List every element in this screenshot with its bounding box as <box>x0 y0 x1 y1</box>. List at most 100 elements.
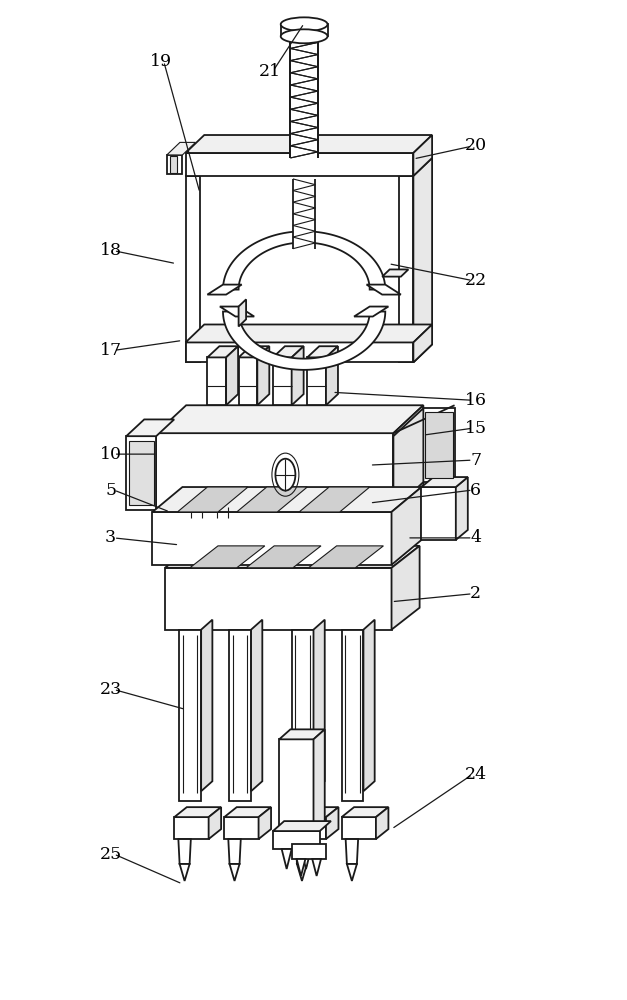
Text: 16: 16 <box>465 392 487 409</box>
Polygon shape <box>179 864 189 881</box>
Polygon shape <box>229 630 251 801</box>
Polygon shape <box>239 346 270 357</box>
Polygon shape <box>239 299 246 326</box>
Polygon shape <box>224 807 271 817</box>
Polygon shape <box>186 342 413 362</box>
Polygon shape <box>237 487 307 512</box>
Polygon shape <box>126 419 174 436</box>
Polygon shape <box>165 546 419 568</box>
Polygon shape <box>257 346 270 405</box>
Polygon shape <box>156 405 423 433</box>
Polygon shape <box>301 849 311 869</box>
Polygon shape <box>258 807 271 839</box>
Text: 22: 22 <box>465 272 487 289</box>
Polygon shape <box>165 568 391 630</box>
Text: 2: 2 <box>470 585 482 602</box>
Polygon shape <box>246 546 321 568</box>
Polygon shape <box>129 441 154 505</box>
Text: 15: 15 <box>465 420 487 437</box>
Polygon shape <box>224 817 258 839</box>
Polygon shape <box>186 176 200 362</box>
Text: 24: 24 <box>465 766 487 783</box>
Text: 18: 18 <box>100 242 122 259</box>
Polygon shape <box>223 231 385 290</box>
Polygon shape <box>382 269 408 277</box>
Polygon shape <box>190 546 265 568</box>
Polygon shape <box>342 630 364 801</box>
Polygon shape <box>293 179 315 249</box>
Text: 17: 17 <box>100 342 122 359</box>
Polygon shape <box>273 831 320 849</box>
Polygon shape <box>167 155 182 174</box>
Polygon shape <box>273 346 303 357</box>
Polygon shape <box>292 807 339 817</box>
Polygon shape <box>399 176 413 362</box>
Polygon shape <box>174 817 209 839</box>
Polygon shape <box>393 405 455 433</box>
Polygon shape <box>186 153 413 176</box>
Polygon shape <box>391 546 419 630</box>
Circle shape <box>275 459 295 491</box>
Text: 20: 20 <box>465 137 487 154</box>
Polygon shape <box>167 142 196 155</box>
Polygon shape <box>228 839 241 864</box>
Text: 10: 10 <box>100 446 122 463</box>
Polygon shape <box>421 477 468 487</box>
Text: 5: 5 <box>105 482 116 499</box>
Polygon shape <box>354 307 388 317</box>
Polygon shape <box>413 158 432 362</box>
Polygon shape <box>307 357 326 405</box>
Polygon shape <box>308 546 384 568</box>
Polygon shape <box>223 312 385 370</box>
Polygon shape <box>279 739 314 831</box>
Polygon shape <box>413 135 432 176</box>
Polygon shape <box>174 807 221 817</box>
Text: 21: 21 <box>259 63 281 80</box>
Polygon shape <box>296 839 308 864</box>
Polygon shape <box>326 807 339 839</box>
Polygon shape <box>456 477 468 540</box>
Polygon shape <box>292 346 303 405</box>
Polygon shape <box>326 346 338 405</box>
Polygon shape <box>273 357 292 405</box>
Polygon shape <box>279 729 325 739</box>
Polygon shape <box>281 24 327 36</box>
Polygon shape <box>314 620 325 791</box>
Text: 23: 23 <box>100 681 122 698</box>
Polygon shape <box>393 408 423 510</box>
Polygon shape <box>152 487 421 512</box>
Polygon shape <box>297 864 307 881</box>
Text: 7: 7 <box>470 452 482 469</box>
Polygon shape <box>186 135 432 153</box>
Text: 3: 3 <box>105 529 116 546</box>
Polygon shape <box>307 346 338 357</box>
Polygon shape <box>156 433 393 513</box>
Polygon shape <box>170 156 177 173</box>
Polygon shape <box>423 408 455 482</box>
Polygon shape <box>376 807 388 839</box>
Polygon shape <box>421 487 456 540</box>
Polygon shape <box>178 839 191 864</box>
Polygon shape <box>282 849 292 869</box>
Polygon shape <box>312 859 321 876</box>
Polygon shape <box>342 817 376 839</box>
Polygon shape <box>314 729 325 831</box>
Polygon shape <box>220 307 254 317</box>
Polygon shape <box>201 620 213 791</box>
Polygon shape <box>226 346 238 405</box>
Polygon shape <box>342 807 388 817</box>
Text: 25: 25 <box>100 846 122 863</box>
Polygon shape <box>399 158 432 176</box>
Polygon shape <box>126 436 156 510</box>
Polygon shape <box>208 285 242 295</box>
Polygon shape <box>367 285 401 295</box>
Ellipse shape <box>281 17 327 31</box>
Polygon shape <box>186 158 219 176</box>
Polygon shape <box>413 324 432 362</box>
Polygon shape <box>208 357 226 405</box>
Polygon shape <box>425 412 453 478</box>
Polygon shape <box>292 630 314 801</box>
Polygon shape <box>177 487 248 512</box>
Polygon shape <box>251 620 262 791</box>
Polygon shape <box>209 807 221 839</box>
